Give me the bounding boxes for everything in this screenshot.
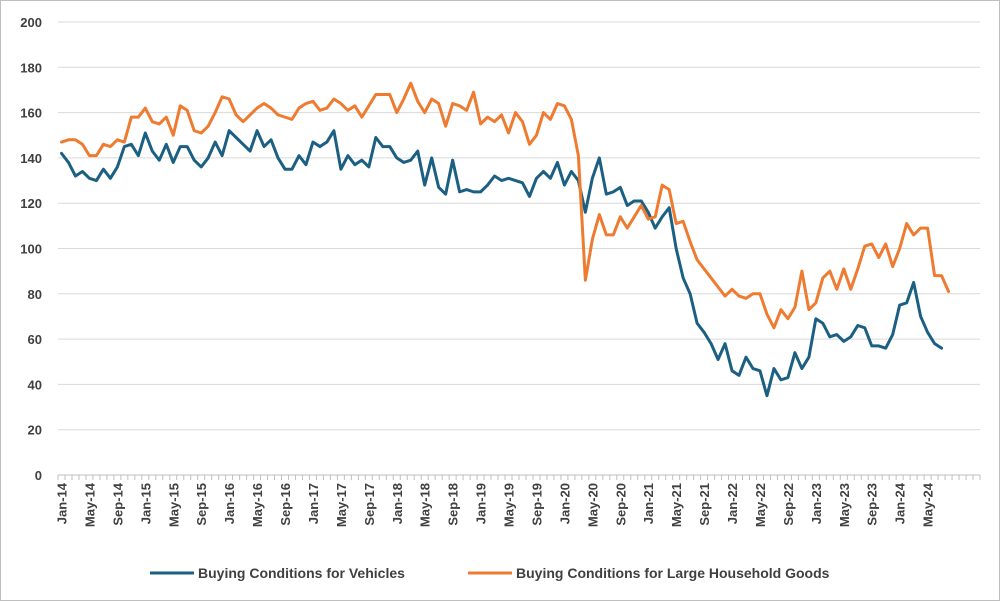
legend-label: Buying Conditions for Vehicles <box>198 565 405 581</box>
y-tick-label: 0 <box>35 468 42 483</box>
x-tick-label: Sep-20 <box>613 483 628 526</box>
x-tick-label: May-16 <box>250 483 265 527</box>
series-line-vehicles <box>59 129 944 398</box>
x-tick-label: Sep-15 <box>194 483 209 526</box>
x-tick-label: May-20 <box>585 483 600 527</box>
x-tick-label: May-22 <box>753 483 768 527</box>
y-tick-label: 60 <box>28 332 42 347</box>
x-tick-label: May-21 <box>669 483 684 527</box>
x-tick-label: Jan-18 <box>390 483 405 524</box>
x-tick-label: May-19 <box>502 483 517 527</box>
y-tick-label: 80 <box>28 287 42 302</box>
legend: Buying Conditions for Vehicles Buying Con… <box>150 565 830 581</box>
x-tick-label: Jan-16 <box>222 483 237 524</box>
x-tick-label: May-23 <box>837 483 852 527</box>
series-line-household-goods <box>59 81 951 330</box>
y-tick-label: 180 <box>20 60 42 75</box>
y-tick-label: 20 <box>28 423 42 438</box>
y-tick-label: 140 <box>20 151 42 166</box>
gridlines <box>58 21 980 431</box>
legend-label: Buying Conditions for Large Household Go… <box>516 565 830 581</box>
x-tick-label: Jan-19 <box>474 483 489 524</box>
series-lines <box>59 81 951 398</box>
x-tick-label: Sep-16 <box>278 483 293 526</box>
x-tick-label: Sep-21 <box>697 483 712 526</box>
legend-item: Buying Conditions for Vehicles <box>150 565 405 581</box>
legend-item: Buying Conditions for Large Household Go… <box>468 565 830 581</box>
x-tick-label: Jan-24 <box>893 482 908 524</box>
x-axis: Jan-14 May-14 Sep-14 Jan-15 May-15 Sep-15 Jan-… <box>54 474 981 527</box>
x-tick-label: Sep-19 <box>529 483 544 526</box>
y-axis: 0 20 40 60 80 100 120 140 160 180 200 <box>20 15 42 483</box>
y-tick-label: 200 <box>20 15 42 30</box>
x-tick-label: May-17 <box>334 483 349 527</box>
x-tick-label: Jan-20 <box>557 483 572 524</box>
x-tick-label: May-18 <box>418 483 433 527</box>
x-tick-label: Sep-22 <box>781 483 796 526</box>
y-tick-label: 160 <box>20 106 42 121</box>
x-tick-label: Sep-14 <box>110 482 125 525</box>
x-tick-label: Jan-17 <box>306 483 321 524</box>
x-tick-label: Jan-21 <box>641 483 656 524</box>
x-tick-label: Sep-17 <box>362 483 377 526</box>
x-tick-label: Jan-23 <box>809 483 824 524</box>
x-tick-label: Jan-14 <box>54 482 69 524</box>
x-tick-label: May-14 <box>82 482 97 527</box>
x-tick-label: Sep-23 <box>865 483 880 526</box>
x-tick-label: Sep-18 <box>446 483 461 526</box>
y-tick-label: 100 <box>20 242 42 257</box>
y-tick-label: 40 <box>28 377 42 392</box>
x-tick-label: May-15 <box>166 483 181 527</box>
y-tick-label: 120 <box>20 196 42 211</box>
x-tick-label: Jan-15 <box>138 483 153 524</box>
x-tick-label: May-24 <box>921 482 936 527</box>
x-tick-label: Jan-22 <box>725 483 740 524</box>
